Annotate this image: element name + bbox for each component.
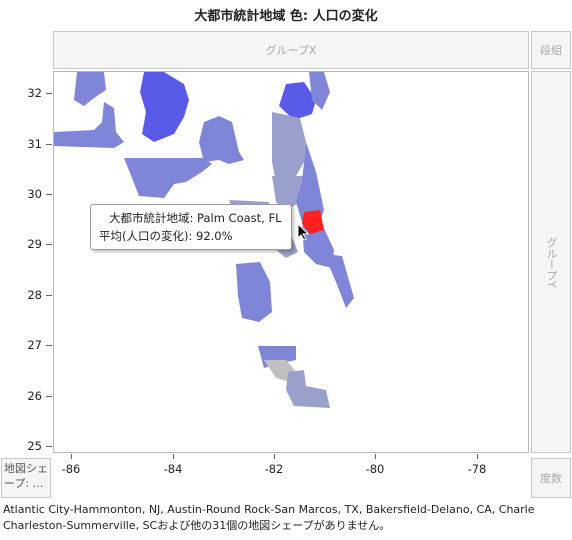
group-x-zone[interactable]: グループX <box>53 31 529 69</box>
map-shape[interactable] <box>279 82 316 120</box>
y-tick-mark <box>46 345 52 346</box>
map-shape[interactable] <box>54 102 124 148</box>
x-tick-mark <box>71 454 72 459</box>
missing-shapes-line-1: Atlantic City-Hammonton, NJ, Austin-Roun… <box>3 503 535 516</box>
mouse-cursor-icon <box>297 223 309 241</box>
chart-title: 大都市統計地域 色: 人口の変化 <box>194 9 378 24</box>
map-plot-area[interactable] <box>53 71 529 453</box>
map-shape-palm-coast[interactable] <box>302 210 324 234</box>
group-y-zone[interactable]: グループY <box>531 71 571 453</box>
y-tick-label: 30 <box>27 187 42 201</box>
x-tick-label: -80 <box>365 462 385 476</box>
y-tick-mark <box>46 295 52 296</box>
tooltip-value-line: 平均(人口の変化): 92.0% <box>99 229 233 243</box>
x-tick-mark <box>477 454 478 459</box>
wrap-label: 段組 <box>540 44 562 57</box>
wrap-zone[interactable]: 段組 <box>531 31 571 69</box>
freq-zone-label: 度数 <box>540 472 562 485</box>
y-tick-label: 27 <box>27 338 42 352</box>
x-tick-label: -84 <box>163 462 183 476</box>
map-shape[interactable] <box>286 370 330 408</box>
map-shape[interactable] <box>272 112 306 182</box>
freq-zone[interactable]: 度数 <box>531 458 571 498</box>
hover-tooltip: 大都市統計地域: Palm Coast, FL 平均(人口の変化): 92.0% <box>90 204 292 250</box>
y-tick-label: 28 <box>27 288 42 302</box>
y-tick-mark <box>46 144 52 145</box>
map-shape[interactable] <box>124 158 212 198</box>
tooltip-region-line: 大都市統計地域: Palm Coast, FL <box>109 211 282 225</box>
map-shape[interactable] <box>324 254 354 308</box>
map-shape[interactable] <box>296 142 324 224</box>
map-shape[interactable] <box>199 116 244 164</box>
group-y-label: グループY <box>545 236 558 288</box>
y-tick-mark <box>46 446 52 447</box>
x-tick-mark <box>375 454 376 459</box>
group-x-label: グループX <box>265 44 317 57</box>
map-shape[interactable] <box>74 72 106 106</box>
y-tick-mark <box>46 194 52 195</box>
map-shape[interactable] <box>272 176 304 212</box>
y-tick-label: 32 <box>27 86 42 100</box>
y-tick-mark <box>46 93 52 94</box>
map-shape[interactable] <box>140 72 189 142</box>
x-tick-label: -78 <box>467 462 487 476</box>
y-tick-label: 29 <box>27 237 42 251</box>
map-shapes[interactable] <box>54 72 529 453</box>
y-tick-label: 31 <box>27 137 42 151</box>
map-shape-zone-label: 地図シェープ: … <box>4 462 48 490</box>
y-tick-mark <box>46 244 52 245</box>
map-shape[interactable] <box>236 262 272 322</box>
map-shape-zone[interactable]: 地図シェープ: … <box>1 458 51 498</box>
missing-shapes-message: Atlantic City-Hammonton, NJ, Austin-Roun… <box>3 502 572 534</box>
y-tick-mark <box>46 396 52 397</box>
y-tick-label: 26 <box>27 389 42 403</box>
missing-shapes-line-2: Charleston-Summerville, SCおよび他の31個の地図シェー… <box>3 519 391 532</box>
x-tick-label: -82 <box>264 462 284 476</box>
y-tick-label: 25 <box>27 439 42 453</box>
map-shape[interactable] <box>309 72 330 110</box>
x-tick-label: -86 <box>61 462 81 476</box>
x-tick-mark <box>173 454 174 459</box>
x-tick-mark <box>274 454 275 459</box>
